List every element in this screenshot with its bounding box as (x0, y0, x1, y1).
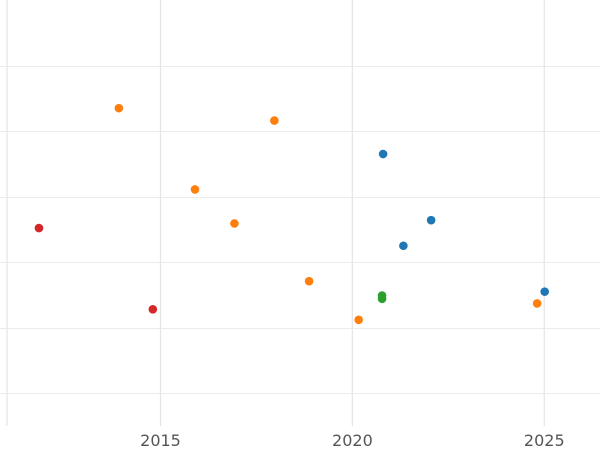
scatter-point (540, 287, 549, 296)
series-1 (114, 103, 542, 325)
scatter-point (270, 116, 279, 125)
x-axis-ticks: 2015 2020 2025 (140, 431, 564, 450)
scatter-point (34, 223, 44, 233)
x-tick-label-2025: 2025 (524, 431, 565, 450)
scatter-point (378, 149, 388, 159)
scatter-point (354, 315, 363, 325)
scatter-point (230, 219, 239, 228)
scatter-point (304, 276, 314, 286)
scatter-point (426, 215, 436, 225)
series-2 (377, 291, 387, 304)
series-0 (378, 149, 549, 296)
scatter-point (532, 299, 542, 308)
series-3 (34, 223, 158, 314)
scatter-point (148, 305, 158, 314)
grid (0, 0, 600, 426)
scatter-point (114, 103, 124, 113)
scatter-point (377, 294, 387, 304)
x-tick-label-2020: 2020 (332, 431, 373, 450)
data-points (34, 103, 549, 325)
x-tick-label-2015: 2015 (140, 431, 181, 450)
scatter-point (399, 241, 408, 251)
scatter-point (190, 185, 200, 194)
